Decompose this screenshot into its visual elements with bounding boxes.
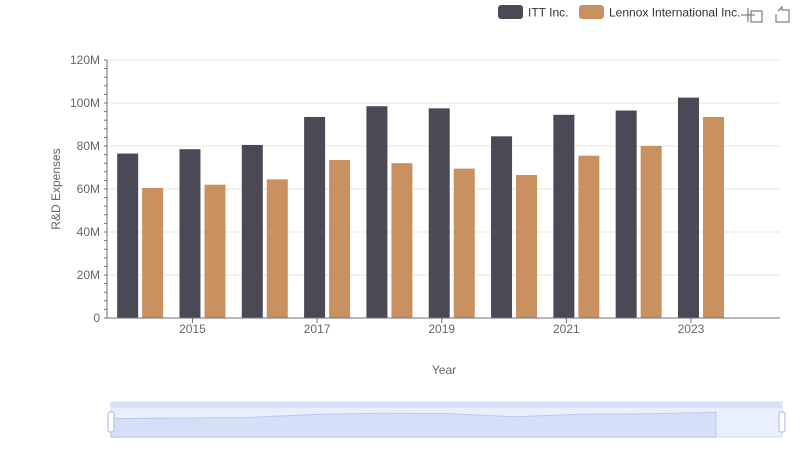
x-tick-label: 2023: [678, 322, 705, 336]
tick-labels: 0 20M 40M 60M 80M 100M 120M 2015 2017 2019 2021 202…: [70, 53, 705, 336]
restore-icon[interactable]: [775, 5, 790, 23]
y-tick-label: 80M: [77, 139, 100, 153]
y-tick-label: 0: [93, 311, 100, 325]
legend-item-lennox[interactable]: Lennox International Inc.: [579, 5, 740, 20]
x-axis-title: Year: [432, 363, 456, 377]
bar-itt-2018[interactable]: [366, 106, 388, 318]
bar-itt-2014[interactable]: [117, 153, 139, 318]
zoom-handle-right[interactable]: [778, 411, 786, 433]
bar-lennox-2023[interactable]: [702, 116, 724, 318]
bar-itt-2019[interactable]: [428, 108, 450, 318]
zoom-area-icon[interactable]: [741, 8, 763, 23]
bar-itt-2022[interactable]: [615, 110, 637, 319]
bar-itt-2023[interactable]: [677, 97, 699, 318]
y-tick-label: 60M: [77, 182, 100, 196]
x-tick-label: 2021: [553, 322, 580, 336]
y-tick-label: 100M: [70, 96, 100, 110]
legend-swatch-itt: [498, 5, 523, 19]
legend: ITT Inc. Lennox International Inc.: [498, 5, 740, 20]
y-tick-label: 120M: [70, 53, 100, 67]
y-axis-title: R&D Expenses: [49, 148, 63, 229]
legend-label-itt: ITT Inc.: [528, 6, 568, 20]
bar-itt-2017[interactable]: [304, 116, 326, 318]
bar-lennox-2016[interactable]: [266, 179, 288, 318]
legend-swatch-lennox: [579, 5, 604, 19]
bar-lennox-2015[interactable]: [204, 184, 226, 318]
zoom-handle-left[interactable]: [107, 411, 115, 433]
zoom-slider-selection: [111, 407, 782, 437]
bar-lennox-2022[interactable]: [640, 146, 662, 318]
x-tick-label: 2015: [179, 322, 206, 336]
legend-label-lennox: Lennox International Inc.: [609, 6, 740, 20]
bar-itt-2021[interactable]: [553, 114, 575, 318]
bar-lennox-2017[interactable]: [329, 159, 351, 318]
x-tick-label: 2019: [428, 322, 455, 336]
y-tick-label: 20M: [77, 268, 100, 282]
bar-lennox-2018[interactable]: [391, 163, 413, 318]
bar-itt-2015[interactable]: [179, 149, 201, 318]
legend-item-itt[interactable]: ITT Inc.: [498, 5, 568, 20]
bar-itt-2020[interactable]: [491, 136, 513, 318]
axes: [104, 59, 780, 323]
bars[interactable]: [117, 97, 724, 319]
data-zoom-slider[interactable]: [107, 401, 786, 438]
zoom-slider-top-bar: [111, 402, 782, 408]
x-tick-label: 2017: [304, 322, 331, 336]
bar-lennox-2020[interactable]: [516, 175, 538, 318]
bar-lennox-2019[interactable]: [453, 168, 475, 318]
bar-lennox-2021[interactable]: [578, 155, 600, 318]
bar-lennox-2014[interactable]: [142, 187, 164, 318]
y-tick-label: 40M: [77, 225, 100, 239]
bar-itt-2016[interactable]: [241, 144, 263, 318]
